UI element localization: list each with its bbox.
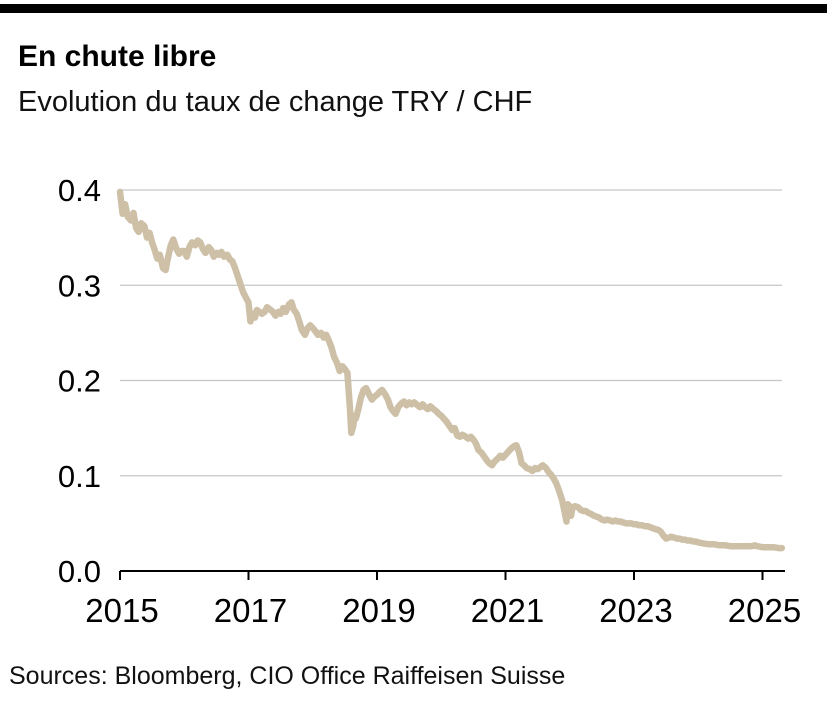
top-accent-bar <box>0 4 827 13</box>
x-axis-label: 2019 <box>342 592 415 629</box>
x-axis-label: 2021 <box>471 592 544 629</box>
y-axis-label: 0.0 <box>58 554 101 589</box>
y-axis-label: 0.3 <box>58 268 101 303</box>
try-chf-rate-line <box>116 188 786 552</box>
y-axis-label: 0.4 <box>58 173 101 208</box>
y-axis-label: 0.1 <box>58 459 101 494</box>
y-axis-label: 0.2 <box>58 364 101 399</box>
page-title: En chute libre <box>18 40 217 73</box>
source-caption: Sources: Bloomberg, CIO Office Raiffeise… <box>9 662 566 690</box>
x-axis-label: 2023 <box>599 592 672 629</box>
x-axis-label: 2025 <box>728 592 801 629</box>
x-axis-label: 2017 <box>214 592 287 629</box>
x-axis-label: 2015 <box>85 592 158 629</box>
page-subtitle: Evolution du taux de change TRY / CHF <box>18 86 533 118</box>
